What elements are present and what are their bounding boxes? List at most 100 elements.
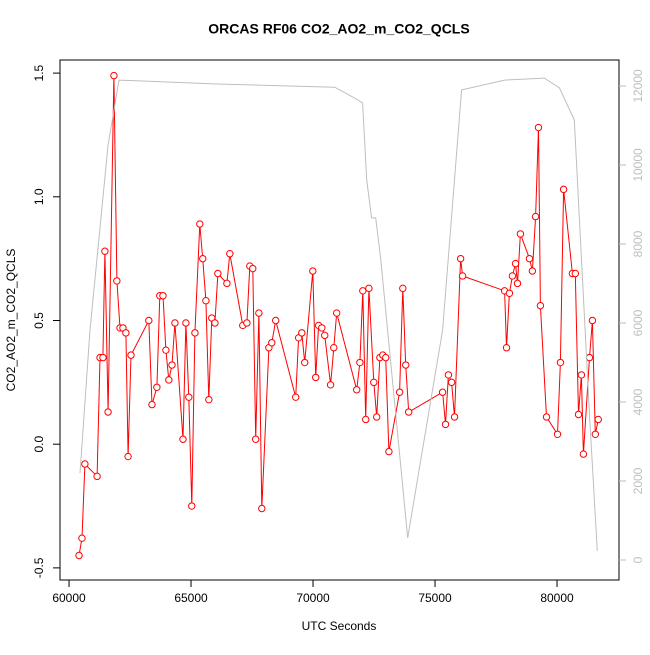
data-point xyxy=(373,413,381,421)
data-point xyxy=(571,269,580,278)
data-point xyxy=(588,316,597,325)
data-point xyxy=(444,371,453,379)
data-point xyxy=(385,447,393,456)
data-point xyxy=(450,413,459,421)
data-point xyxy=(99,353,107,362)
x-tick-label: 70000 xyxy=(296,591,330,605)
data-point xyxy=(441,420,450,429)
data-point xyxy=(531,212,540,221)
data-point xyxy=(298,329,306,337)
data-point xyxy=(505,289,514,297)
data-point xyxy=(185,393,193,401)
data-point xyxy=(127,351,135,359)
data-point xyxy=(124,452,132,461)
data-point xyxy=(179,435,187,443)
data-point xyxy=(534,123,543,132)
data-point xyxy=(159,292,167,300)
data-point xyxy=(243,319,251,327)
data-point xyxy=(171,319,179,327)
data-point xyxy=(525,254,534,263)
data-point xyxy=(528,267,537,275)
data-point xyxy=(365,284,373,293)
y2-tick-label: 0 xyxy=(631,556,645,563)
data-point xyxy=(188,502,196,510)
data-point xyxy=(395,388,404,396)
data-point xyxy=(356,358,364,367)
data-point xyxy=(75,551,83,560)
data-point xyxy=(268,339,276,347)
data-point xyxy=(205,395,213,404)
x-tick-label: 65000 xyxy=(174,591,208,605)
data-point xyxy=(148,400,156,409)
data-point xyxy=(579,450,588,458)
data-point xyxy=(362,415,370,424)
data-point xyxy=(122,329,130,337)
y2-tick-label: 12000 xyxy=(631,69,645,103)
x-tick-label: 75000 xyxy=(418,591,452,605)
data-point xyxy=(458,272,467,280)
data-point xyxy=(78,534,86,542)
data-point xyxy=(402,361,410,369)
y-tick-label: -0.5 xyxy=(32,557,46,578)
series-line xyxy=(79,77,598,551)
data-point xyxy=(165,376,173,384)
data-point xyxy=(223,279,231,288)
data-point xyxy=(447,378,456,387)
data-point xyxy=(153,383,161,391)
data-point xyxy=(301,358,309,367)
data-point xyxy=(359,287,367,295)
x-tick-label: 60000 xyxy=(52,591,86,605)
data-point xyxy=(542,413,551,421)
data-point xyxy=(330,344,338,352)
data-point xyxy=(511,259,520,268)
data-point xyxy=(577,371,586,379)
data-point xyxy=(574,410,583,419)
data-point xyxy=(110,71,118,80)
data-point xyxy=(162,346,170,354)
data-point xyxy=(404,408,413,416)
data-point xyxy=(513,279,522,288)
data-point xyxy=(556,358,565,367)
data-point xyxy=(211,319,219,327)
data-point xyxy=(516,230,525,238)
data-point xyxy=(214,269,222,278)
data-point xyxy=(202,297,210,305)
data-point xyxy=(332,309,341,317)
data-point xyxy=(508,272,517,280)
x-axis-label: UTC Seconds xyxy=(302,619,377,633)
y-tick-label: 1.5 xyxy=(32,64,46,81)
data-point xyxy=(309,267,317,275)
data-point xyxy=(113,277,121,285)
data-point xyxy=(399,284,407,293)
y-tick-label: 0.0 xyxy=(32,436,46,453)
y2-tick-label: 8000 xyxy=(631,230,645,257)
data-point xyxy=(553,430,562,438)
data-point xyxy=(182,319,190,327)
data-point xyxy=(326,381,335,389)
data-point xyxy=(353,386,361,394)
data-point xyxy=(226,250,234,258)
data-point xyxy=(258,504,266,513)
data-point xyxy=(456,254,465,263)
y2-tick-label: 6000 xyxy=(631,309,645,336)
y2-tick-label: 10000 xyxy=(631,148,645,182)
data-point xyxy=(101,247,109,255)
data-point xyxy=(251,435,260,443)
data-point xyxy=(292,393,300,401)
data-point xyxy=(591,430,600,438)
data-point xyxy=(199,254,207,263)
data-point xyxy=(312,373,320,382)
data-point xyxy=(585,353,594,362)
data-point xyxy=(536,301,545,310)
data-point xyxy=(594,415,602,424)
y-tick-label: 0.5 xyxy=(32,312,46,329)
data-point xyxy=(191,329,199,337)
data-point xyxy=(104,408,112,416)
data-point xyxy=(382,353,390,362)
data-point xyxy=(145,316,153,325)
data-point xyxy=(502,344,511,352)
data-point xyxy=(438,388,447,396)
data-point xyxy=(559,185,568,194)
data-point xyxy=(255,309,263,317)
